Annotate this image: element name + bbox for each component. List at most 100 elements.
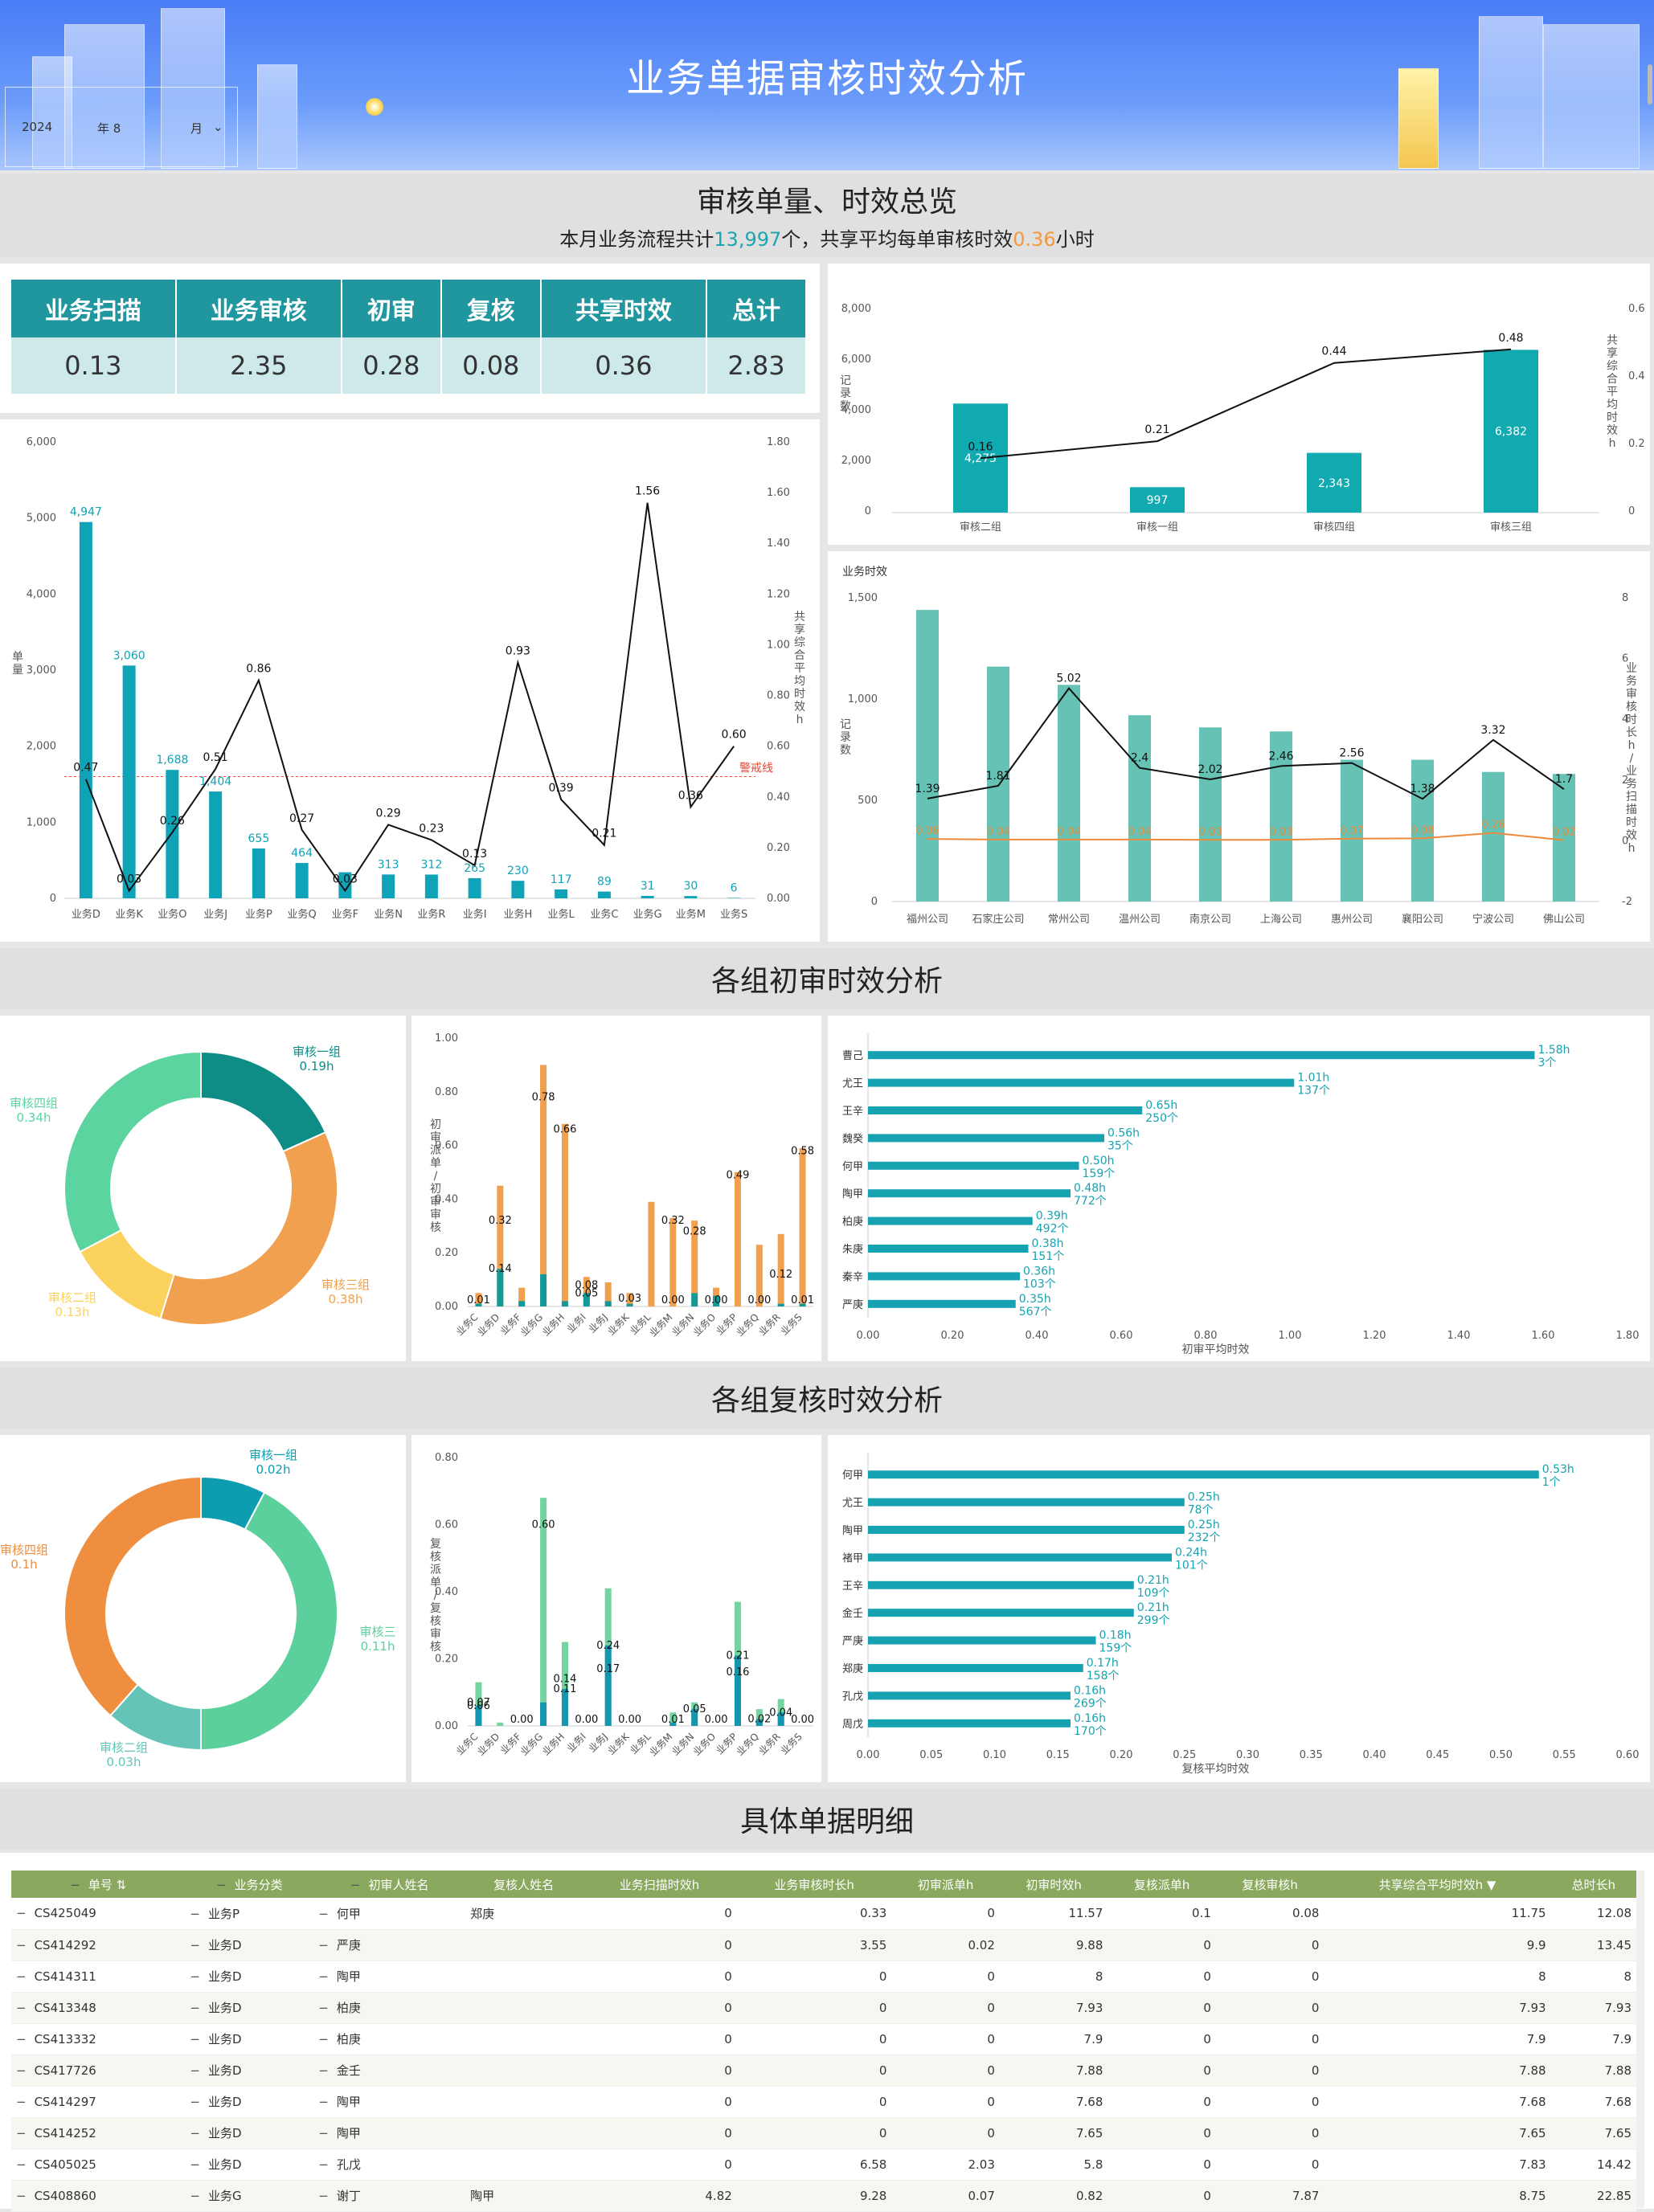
y-tick-label: 严庚 xyxy=(842,1298,863,1311)
collapse-icon[interactable]: − xyxy=(318,1969,329,1984)
table-cell: 0 xyxy=(1215,1929,1324,1961)
table-row[interactable]: − CS413332− 业务D − 柏庚 0 0 0 7.9 0 0 7.9 7.9 xyxy=(11,2023,1636,2055)
cell-value: 7.88 xyxy=(1519,2063,1546,2078)
x-axis-label: 初审平均时效 xyxy=(1182,1343,1250,1356)
bar-label: 0.16h xyxy=(1074,1712,1106,1725)
summary-value: 2.83 xyxy=(706,337,807,394)
table-row[interactable]: − CS414297− 业务D − 陶甲 0 0 0 7.68 0 0 7.68 7.68 xyxy=(11,2086,1636,2118)
column-header[interactable]: − 业务分类 xyxy=(185,1871,314,1898)
collapse-icon[interactable]: − xyxy=(70,1877,80,1892)
table-row[interactable]: − CS405025− 业务D − 孔戊 0 6.58 2.03 5.8 0 0 7.83 14.42 xyxy=(11,2149,1636,2181)
column-header[interactable]: 总时长h xyxy=(1550,1871,1636,1898)
data-label: 0.00 xyxy=(575,1714,598,1726)
table-scrollbar[interactable] xyxy=(1636,1871,1644,2208)
collapse-icon[interactable]: − xyxy=(190,2157,200,2172)
bar-count: 151个 xyxy=(1032,1250,1065,1263)
table-cell: 8 xyxy=(999,1961,1108,1993)
bar xyxy=(691,1709,698,1726)
cell-value: CS413348 xyxy=(34,2000,96,2015)
collapse-icon[interactable]: − xyxy=(190,2126,200,2140)
bar xyxy=(868,1719,1071,1727)
collapse-icon[interactable]: − xyxy=(318,2001,329,2015)
cell-value: 业务D xyxy=(208,2032,242,2046)
collapse-icon[interactable]: − xyxy=(16,2157,27,2172)
table-cell: 11.75 xyxy=(1324,1898,1551,1930)
building-decoration xyxy=(257,64,297,169)
x-tick-label: 0.60 xyxy=(1110,1330,1133,1342)
collapse-icon[interactable]: − xyxy=(190,1906,200,1921)
table-row[interactable]: − CS417726− 业务D − 金壬 0 0 0 7.88 0 0 7.88 7.88 xyxy=(11,2055,1636,2087)
slice-value: 0.02h xyxy=(256,1462,291,1477)
y-tick-label: -2 xyxy=(1622,896,1632,908)
collapse-icon[interactable]: − xyxy=(16,2031,27,2046)
collapse-icon[interactable]: − xyxy=(190,2001,200,2015)
column-header[interactable]: 复核审核h xyxy=(1215,1871,1324,1898)
collapse-icon[interactable]: − xyxy=(318,1906,329,1921)
table-row[interactable]: − CS425049− 业务P − 何甲 郑庚 0 0.33 0 11.57 0.1 0.08 11.7… xyxy=(11,1898,1636,1930)
column-header[interactable]: 业务审核时长h xyxy=(736,1871,892,1898)
collapse-icon[interactable]: − xyxy=(318,2063,329,2078)
table-cell: 0 xyxy=(582,2023,737,2055)
table-row[interactable]: − CS413348− 业务D − 柏庚 0 0 0 7.93 0 0 7.93 7.93 xyxy=(11,1992,1636,2024)
bar-label: 313 xyxy=(378,858,399,871)
collapse-icon[interactable]: − xyxy=(16,1906,27,1921)
building-decoration xyxy=(161,8,225,169)
collapse-icon[interactable]: − xyxy=(16,2125,27,2140)
table-cell: 7.9 xyxy=(999,2023,1108,2055)
cell-value: 7.9 xyxy=(1612,2031,1631,2046)
x-tick-label: 业务Q xyxy=(288,908,317,921)
date-picker[interactable]: 2024 年 8 月 ⌄ xyxy=(5,87,238,167)
y-tick-label: 8 xyxy=(1622,592,1628,604)
collapse-icon[interactable]: − xyxy=(318,2126,329,2140)
collapse-icon[interactable]: − xyxy=(16,2094,27,2109)
collapse-icon[interactable]: − xyxy=(318,2157,329,2172)
sort-icon[interactable]: ⇅ xyxy=(112,1877,127,1892)
collapse-icon[interactable]: − xyxy=(318,2032,329,2046)
table-row[interactable]: − CS414311− 业务D − 陶甲 0 0 0 8 0 0 8 8 xyxy=(11,1961,1636,1993)
cell-value: 金壬 xyxy=(336,2063,361,2078)
cell-value: 陶甲 xyxy=(336,1969,361,1984)
collapse-icon[interactable]: − xyxy=(318,2095,329,2109)
collapse-icon[interactable]: − xyxy=(318,2189,329,2203)
collapse-icon[interactable]: − xyxy=(190,1938,200,1952)
collapse-icon[interactable]: − xyxy=(16,1969,27,1984)
collapse-icon[interactable]: − xyxy=(318,1938,329,1952)
column-header[interactable]: − 初审人姓名 xyxy=(313,1871,466,1898)
scrollbar[interactable] xyxy=(1648,64,1652,104)
bar xyxy=(540,1065,547,1306)
collapse-icon[interactable]: − xyxy=(190,2032,200,2046)
filter-icon[interactable]: ▼ xyxy=(1483,1877,1496,1892)
column-header[interactable]: 复核派单h xyxy=(1107,1871,1216,1898)
collapse-icon[interactable]: − xyxy=(190,2189,200,2203)
cell-value: 13.45 xyxy=(1597,1937,1631,1952)
y-tick-label: 尤王 xyxy=(842,1498,863,1510)
column-header[interactable]: 共享综合平均时效h ▼ xyxy=(1324,1871,1551,1898)
column-header[interactable]: 业务扫描时效h xyxy=(582,1871,737,1898)
collapse-icon[interactable]: − xyxy=(16,2063,27,2078)
column-header-label: 总时长h xyxy=(1571,1877,1616,1892)
table-cell: − CS413332 xyxy=(11,2023,186,2055)
y-axis-label: 复核派单/复核审核 xyxy=(430,1537,441,1654)
table-row[interactable]: − CS408860− 业务G − 谢丁 陶甲 4.82 9.28 0.07 0.82 0 7.87 8… xyxy=(11,2180,1636,2212)
column-header[interactable]: 复核人姓名 xyxy=(465,1871,583,1898)
collapse-icon[interactable]: − xyxy=(190,1969,200,1984)
table-cell: 0 xyxy=(1107,2149,1216,2181)
bar xyxy=(868,1272,1020,1281)
collapse-icon[interactable]: − xyxy=(16,2000,27,2015)
cell-value: 0 xyxy=(1311,2125,1320,2140)
bar xyxy=(604,1645,612,1726)
overview-title: 审核单量、时效总览 xyxy=(696,186,957,219)
x-tick-label: 业务I xyxy=(463,908,487,921)
collapse-icon[interactable]: − xyxy=(16,1937,27,1952)
collapse-icon[interactable]: − xyxy=(216,1877,227,1892)
collapse-icon[interactable]: − xyxy=(190,2063,200,2078)
collapse-icon[interactable]: − xyxy=(16,2188,27,2203)
table-row[interactable]: − CS414292− 业务D − 严庚 0 3.55 0.02 9.88 0 0 9.9 13.45 xyxy=(11,1929,1636,1961)
y-tick-label: 1.00 xyxy=(435,1032,458,1045)
table-row[interactable]: − CS414252− 业务D − 陶甲 0 0 0 7.65 0 0 7.65 7.65 xyxy=(11,2117,1636,2149)
collapse-icon[interactable]: − xyxy=(350,1877,361,1892)
column-header[interactable]: 初审时效h xyxy=(999,1871,1108,1898)
column-header[interactable]: − 单号 ⇅ xyxy=(11,1871,186,1898)
column-header[interactable]: 初审派单h xyxy=(891,1871,1000,1898)
collapse-icon[interactable]: − xyxy=(190,2095,200,2109)
